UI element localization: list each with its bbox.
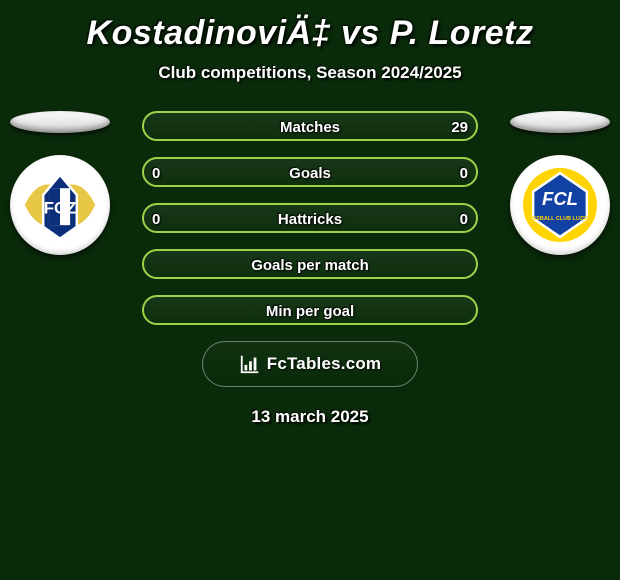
stat-label: Goals per match — [144, 251, 476, 281]
right-club-badge: FCL FUSSBALL CLUB LUZERN — [510, 155, 610, 255]
stat-row-goals-per-match: Goals per match — [142, 249, 478, 279]
stat-left-value: 0 — [152, 159, 206, 189]
comparison-date: 13 march 2025 — [0, 407, 620, 427]
fcl-badge-icon: FCL FUSSBALL CLUB LUZERN — [518, 163, 602, 247]
svg-text:FCL: FCL — [542, 188, 578, 209]
left-country-flag — [10, 111, 110, 133]
page-subtitle: Club competitions, Season 2024/2025 — [0, 63, 620, 83]
left-club-badge: FCZ — [10, 155, 110, 255]
stat-row-min-per-goal: Min per goal — [142, 295, 478, 325]
left-player-column: FCZ — [0, 111, 120, 255]
chart-icon — [239, 353, 261, 375]
stat-row-goals: 0 Goals 0 — [142, 157, 478, 187]
stat-label: Min per goal — [144, 297, 476, 327]
stat-left-value: 0 — [152, 205, 206, 235]
right-country-flag — [510, 111, 610, 133]
comparison-content: FCZ FCL FUSSBALL CLUB LUZERN Matches 29 … — [0, 111, 620, 427]
brand-link[interactable]: FcTables.com — [202, 341, 418, 387]
stat-row-matches: Matches 29 — [142, 111, 478, 141]
svg-text:FCZ: FCZ — [44, 198, 77, 217]
fcz-badge-icon: FCZ — [18, 163, 102, 247]
stat-right-value: 0 — [414, 159, 468, 189]
brand-text: FcTables.com — [267, 354, 382, 374]
stat-right-value: 0 — [414, 205, 468, 235]
page-title: KostadinoviÄ‡ vs P. Loretz — [0, 0, 620, 53]
right-player-column: FCL FUSSBALL CLUB LUZERN — [500, 111, 620, 255]
stat-row-hattricks: 0 Hattricks 0 — [142, 203, 478, 233]
stat-right-value: 29 — [414, 113, 468, 143]
svg-text:FUSSBALL CLUB LUZERN: FUSSBALL CLUB LUZERN — [525, 216, 594, 222]
stats-table: Matches 29 0 Goals 0 0 Hattricks 0 Goals… — [142, 111, 478, 325]
